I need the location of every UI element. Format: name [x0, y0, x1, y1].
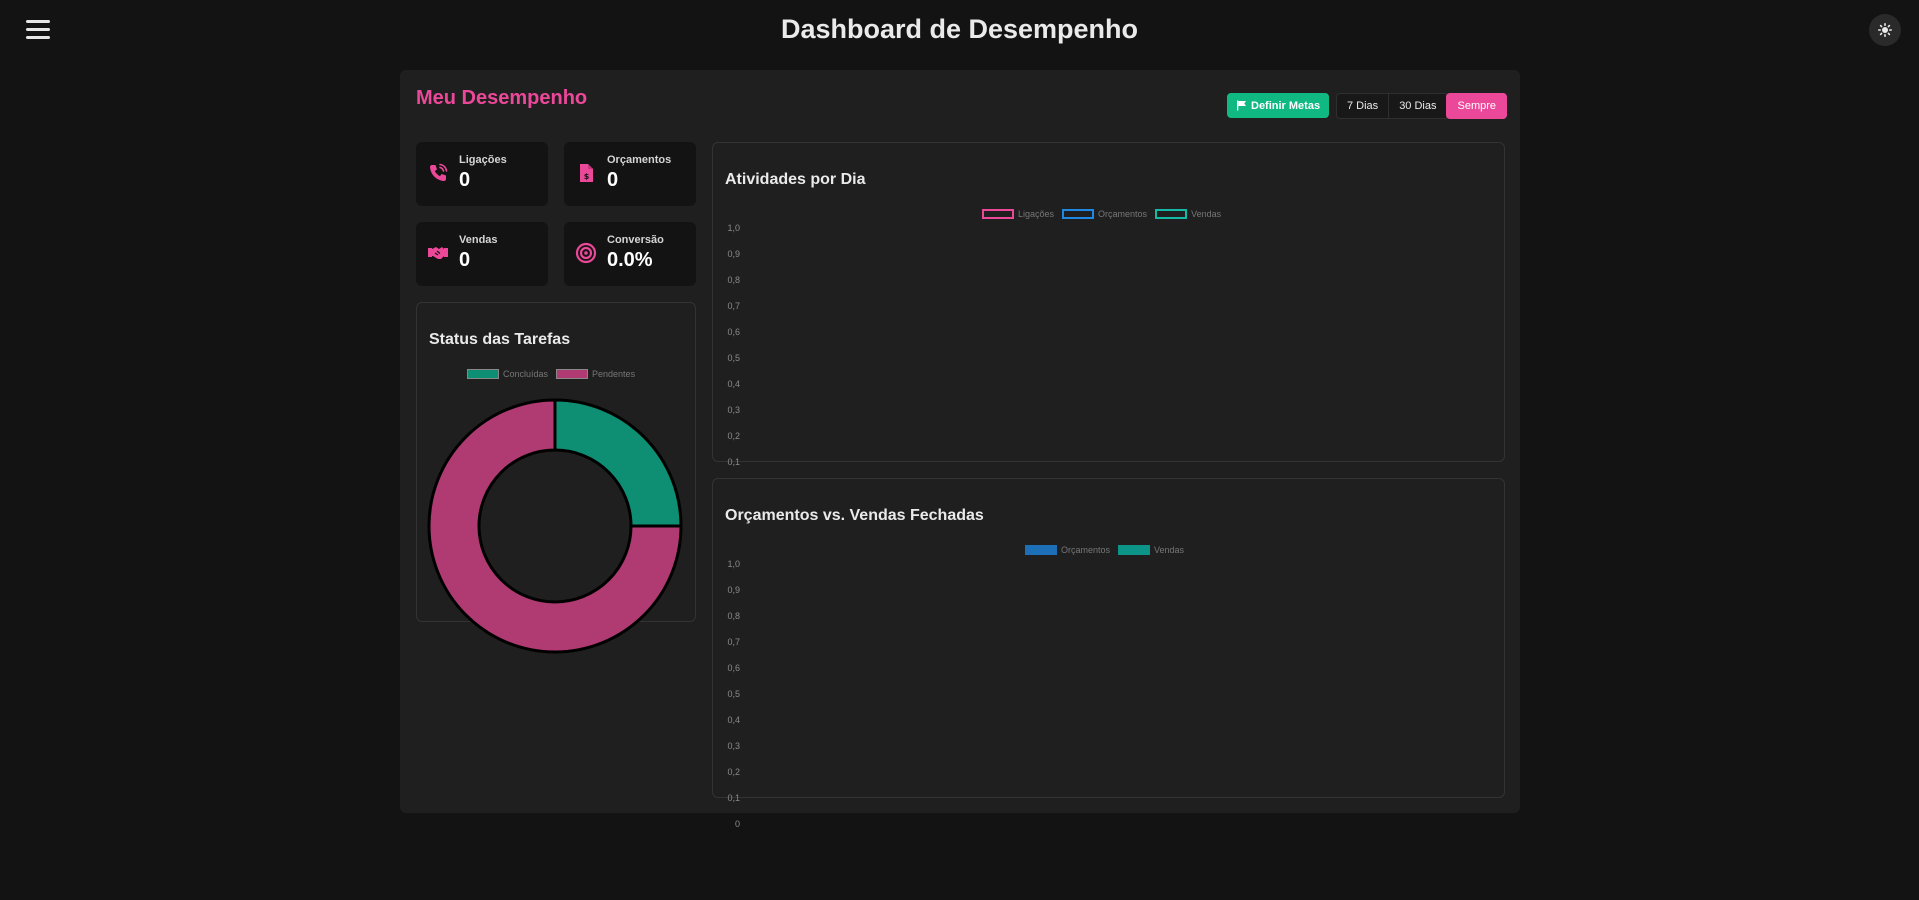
legend-swatch — [1025, 545, 1057, 555]
y-tick-label: 0,7 — [727, 637, 740, 647]
menu-icon[interactable] — [26, 20, 50, 40]
performance-panel: Meu Desempenho Definir Metas 7 Dias 30 D… — [400, 70, 1520, 829]
y-tick-label: 0,4 — [727, 379, 740, 389]
y-axis: 1,00,90,80,70,60,50,40,30,20,10 — [690, 223, 740, 493]
legend-item[interactable]: Ligações — [982, 209, 1054, 219]
legend-swatch — [467, 369, 499, 379]
y-tick-label: 0,1 — [727, 793, 740, 803]
y-tick-label: 0,9 — [727, 585, 740, 595]
legend-swatch — [1062, 209, 1095, 219]
phone-icon — [430, 163, 448, 181]
top-bar: Dashboard de Desempenho — [0, 0, 1919, 64]
stat-card-quotes: $ Orçamentos 0 — [564, 142, 696, 206]
panel-title: Meu Desempenho — [416, 87, 588, 109]
range-7-days-button[interactable]: 7 Dias — [1336, 93, 1390, 119]
y-tick-label: 1,0 — [727, 223, 740, 233]
doughnut-slice-pendentes[interactable] — [427, 398, 683, 654]
chart-title: Orçamentos vs. Vendas Fechadas — [725, 507, 984, 524]
quotes-vs-sales-card: Orçamentos vs. Vendas Fechadas Orçamento… — [712, 478, 1505, 798]
range-30-days-button[interactable]: 30 Dias — [1388, 93, 1448, 119]
flag-icon — [1237, 100, 1246, 111]
invoice-icon: $ — [580, 164, 593, 182]
set-goals-button[interactable]: Definir Metas — [1227, 93, 1330, 118]
legend-swatch — [1118, 545, 1151, 555]
legend-label: Orçamentos — [1098, 209, 1148, 219]
target-icon — [575, 242, 597, 264]
set-goals-label: Definir Metas — [1251, 99, 1321, 112]
legend-item[interactable]: Pendentes — [556, 369, 635, 379]
stat-card-calls: Ligações 0 — [416, 142, 548, 206]
y-tick-label: 0,5 — [727, 353, 740, 363]
activities-per-day-card: Atividades por Dia Ligações Orçamentos V… — [712, 142, 1505, 462]
stat-label: Orçamentos — [607, 154, 672, 166]
page-title: Dashboard de Desempenho — [780, 14, 1139, 44]
stat-label: Vendas — [459, 234, 498, 246]
stat-value: 0.0% — [607, 249, 653, 271]
chart-legend: Orçamentos Vendas — [1025, 545, 1192, 555]
legend-swatch — [556, 369, 589, 379]
y-tick-label: 0,6 — [727, 327, 740, 337]
legend-item[interactable]: Orçamentos — [1062, 209, 1147, 219]
legend-label: Vendas — [1191, 209, 1222, 219]
stat-card-sales: Vendas 0 — [416, 222, 548, 286]
chart-title: Status das Tarefas — [429, 331, 571, 348]
y-axis: 1,0 0,9 0,8 0,7 0,6 0,5 0,4 0,3 0,2 0,1 0 — [690, 559, 740, 829]
doughnut-slice-concluidas[interactable] — [553, 398, 683, 528]
chart-legend: Ligações Orçamentos Vendas — [982, 209, 1229, 219]
range-always-button[interactable]: Sempre — [1446, 93, 1508, 119]
legend-item[interactable]: Concluídas — [467, 369, 548, 379]
y-tick-label: 0,7 — [727, 301, 740, 311]
range-selector: 7 Dias 30 Dias Sempre — [1336, 93, 1508, 119]
y-tick-label: 0,4 — [727, 715, 740, 725]
y-tick-label: 0,8 — [727, 275, 740, 285]
y-tick-label: 1,0 — [727, 559, 740, 569]
legend-label: Concluídas — [503, 369, 549, 379]
stat-label: Conversão — [607, 234, 664, 246]
stat-label: Ligações — [459, 154, 507, 166]
y-tick-label: 0,9 — [727, 249, 740, 259]
y-tick-label: 0,6 — [727, 663, 740, 673]
legend-label: Pendentes — [592, 369, 636, 379]
y-tick-label: 0,3 — [727, 741, 740, 751]
theme-toggle-button[interactable] — [1869, 14, 1901, 46]
legend-item[interactable]: Orçamentos — [1025, 545, 1110, 555]
handshake-icon — [428, 247, 448, 259]
svg-text:$: $ — [584, 172, 590, 181]
legend-label: Orçamentos — [1061, 545, 1111, 555]
legend-swatch — [982, 209, 1014, 219]
stat-value: 0 — [607, 169, 619, 191]
y-tick-label: 0,5 — [727, 689, 740, 699]
y-tick-label: 0,8 — [727, 611, 740, 621]
stat-value: 0 — [459, 249, 471, 271]
legend-swatch — [1155, 209, 1188, 219]
chart-title: Atividades por Dia — [725, 171, 866, 188]
sun-icon — [1878, 23, 1892, 37]
y-tick-label: 0,2 — [727, 431, 740, 441]
legend-item[interactable]: Vendas — [1118, 545, 1184, 555]
y-tick-label: 0,2 — [727, 767, 740, 777]
legend-label: Ligações — [1018, 209, 1055, 219]
stat-card-conversion: Conversão 0.0% — [564, 222, 696, 286]
y-tick-label: 0,1 — [727, 457, 740, 467]
y-tick-label: 0 — [734, 819, 740, 829]
legend-label: Vendas — [1154, 545, 1185, 555]
legend-item[interactable]: Vendas — [1155, 209, 1221, 219]
task-status-doughnut — [427, 398, 683, 654]
chart-legend: Concluídas Pendentes — [467, 369, 643, 379]
y-tick-label: 0,3 — [727, 405, 740, 415]
stat-value: 0 — [459, 169, 471, 191]
